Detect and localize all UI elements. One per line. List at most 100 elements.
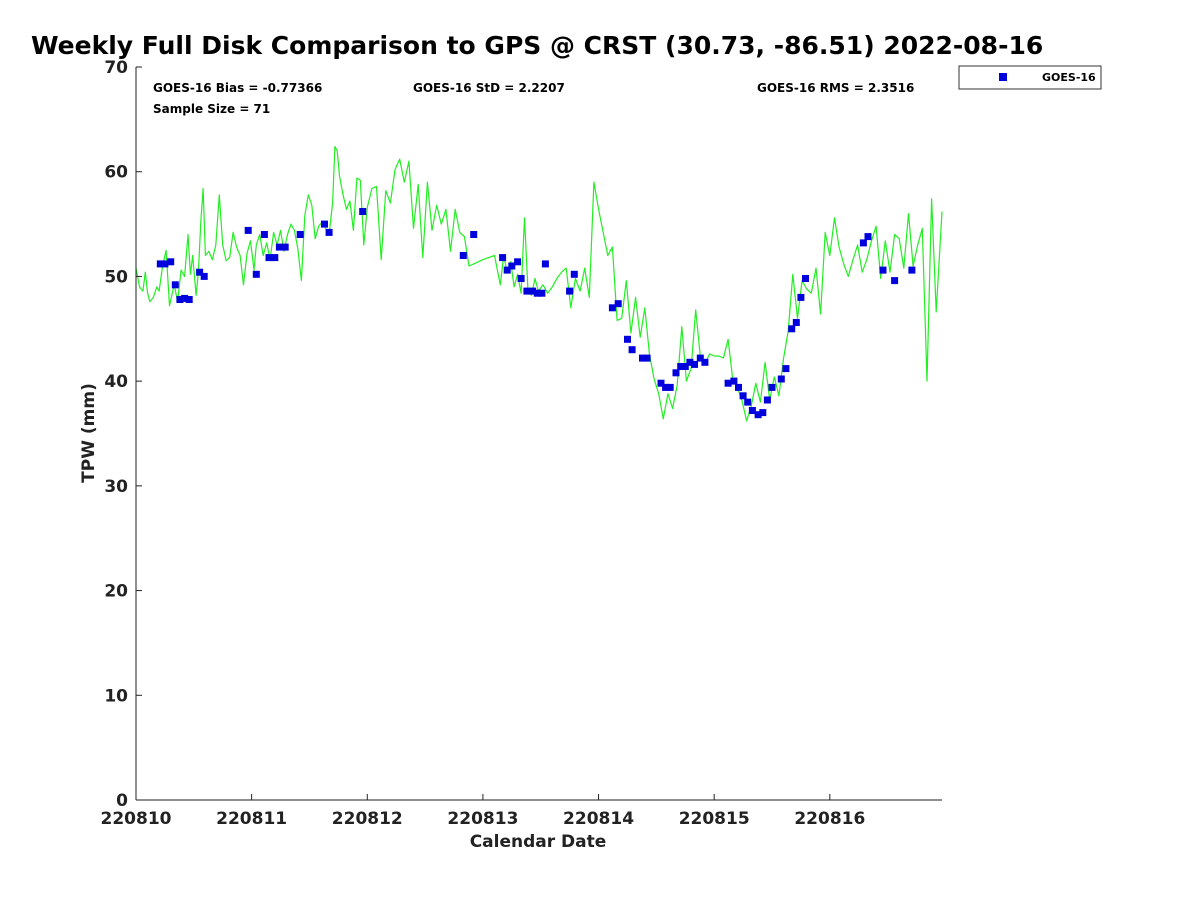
x-tick-label: 220815: [679, 809, 750, 829]
goes-point: [701, 358, 709, 366]
y-tick-label: 50: [104, 267, 128, 287]
x-axis-label: Calendar Date: [470, 832, 607, 852]
goes-point: [879, 266, 887, 274]
goes-point: [325, 228, 333, 236]
goes-point: [200, 272, 208, 280]
goes-point: [244, 226, 252, 234]
goes-point: [508, 262, 516, 270]
goes-point: [792, 319, 800, 326]
goes-point: [608, 304, 616, 312]
goes-point: [566, 287, 574, 295]
goes-point: [891, 277, 899, 285]
goes-point: [503, 266, 511, 274]
legend-box: [958, 65, 1102, 90]
goes-point: [538, 289, 546, 297]
goes-point: [196, 268, 204, 276]
goes-point: [624, 335, 631, 343]
goes-point: [281, 243, 289, 251]
goes-point: [730, 377, 738, 385]
goes-point: [628, 346, 636, 354]
goes-point: [529, 287, 537, 295]
goes-point: [777, 375, 785, 383]
x-tick-label: 220811: [216, 809, 287, 829]
y-tick-label: 40: [104, 372, 128, 392]
goes-point: [517, 275, 525, 282]
goes-point: [666, 383, 674, 391]
rms-stat: GOES-16 RMS = 2.3516: [757, 81, 914, 95]
bias-stat: GOES-16 Bias = -0.77366: [153, 81, 322, 95]
goes-point: [639, 354, 646, 362]
y-tick-label: 70: [104, 58, 128, 78]
y-axis: 0 10 20 30 40 50 60 70: [104, 58, 142, 811]
goes-point: [662, 383, 670, 391]
goes-point: [763, 396, 771, 404]
goes-point: [908, 266, 916, 274]
chart-title: Weekly Full Disk Comparison to GPS @ CRS…: [31, 31, 1043, 60]
x-tick-label: 220813: [447, 809, 518, 829]
gps-line: [135, 146, 943, 422]
goes-point: [156, 260, 164, 268]
goes-point: [782, 365, 790, 373]
goes-point: [768, 383, 776, 391]
goes-point: [459, 252, 467, 259]
goes-point: [744, 398, 752, 406]
goes-point: [271, 254, 279, 262]
goes-point: [260, 231, 268, 238]
goes-point: [748, 407, 756, 414]
goes-point: [167, 258, 175, 266]
goes-point: [499, 254, 507, 262]
goes-point: [802, 275, 809, 282]
goes-point: [185, 296, 193, 303]
goes-point: [797, 293, 805, 301]
goes-point: [470, 231, 478, 238]
sample-size-stat: Sample Size = 71: [153, 102, 270, 116]
x-tick-label: 220812: [332, 809, 403, 829]
goes-point: [739, 392, 747, 400]
goes-point: [161, 260, 169, 268]
goes-point: [171, 281, 179, 289]
legend-marker-goes-16: [999, 73, 1007, 81]
goes-point: [252, 270, 260, 278]
goes-point: [176, 296, 184, 303]
y-tick-label: 10: [104, 686, 128, 706]
goes-point: [677, 363, 685, 370]
goes-point: [541, 260, 549, 268]
plot-area: [135, 67, 943, 801]
goes-point: [643, 354, 651, 362]
x-axis: 220810 220811 220812 220813 220814 220815 2208…: [101, 794, 865, 829]
x-tick-label: 220814: [563, 809, 634, 829]
x-tick-label: 220816: [794, 809, 865, 829]
gps-series: [135, 146, 943, 422]
y-tick-label: 20: [104, 582, 128, 602]
goes-point: [759, 409, 767, 417]
y-axis-label: TPW (mm): [79, 383, 99, 483]
goes-point: [265, 254, 273, 262]
goes-point: [859, 239, 867, 247]
goes-point: [686, 358, 694, 366]
goes-point: [696, 354, 704, 362]
goes-point: [672, 369, 680, 377]
goes-point: [754, 411, 762, 419]
goes-point: [296, 231, 304, 238]
x-tick-label: 220810: [101, 809, 172, 829]
goes-point: [523, 287, 531, 295]
goes-point: [321, 220, 328, 228]
goes-point: [691, 360, 698, 368]
goes-point: [681, 363, 689, 370]
goes-point: [735, 383, 742, 391]
goes-series: [156, 208, 916, 419]
y-tick-label: 30: [104, 477, 128, 497]
y-tick-label: 0: [116, 791, 128, 811]
goes-point: [570, 270, 578, 278]
goes-point: [864, 233, 872, 241]
goes-point: [275, 243, 283, 251]
std-stat: GOES-16 StD = 2.2207: [413, 81, 565, 95]
goes-point: [533, 289, 541, 297]
goes-point: [614, 300, 622, 308]
goes-point: [788, 325, 796, 333]
goes-point: [724, 379, 732, 387]
goes-point: [359, 208, 367, 215]
goes-point: [181, 294, 189, 302]
y-tick-label: 60: [104, 163, 128, 183]
